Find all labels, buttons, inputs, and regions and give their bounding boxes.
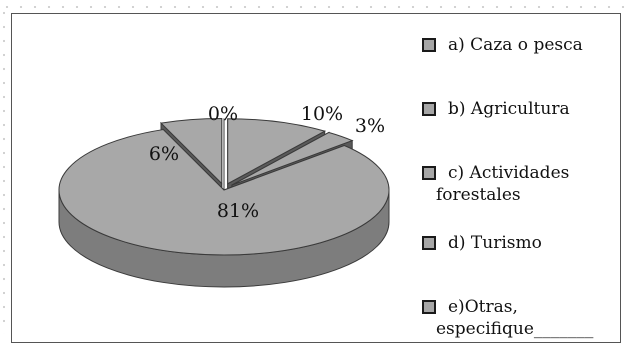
legend-swatch (422, 300, 436, 314)
legend-label: c) Actividades (448, 163, 570, 183)
data-label: 3% (355, 115, 385, 137)
pie-chart: 10% 3% 81% 6% 0% (58, 103, 390, 288)
data-label: 6% (149, 143, 179, 165)
legend-label: a) Caza o pesca (448, 35, 583, 55)
legend-item-agricultura: b) Agricultura (422, 98, 570, 120)
legend-swatch (422, 236, 436, 250)
legend-swatch (422, 166, 436, 180)
legend-item-caza: a) Caza o pesca (422, 34, 583, 56)
pie-slices (58, 118, 390, 288)
legend-swatch (422, 102, 436, 116)
pie-slice-2 (231, 131, 354, 186)
chart-frame: 10% 3% 81% 6% 0% a) Caza o pesca b) Agricult… (0, 6, 633, 343)
legend-label-line2: especifique_______ (436, 319, 594, 339)
dotted-guide-top (0, 6, 633, 8)
legend-item-otras: e)Otras, especifique_______ (422, 296, 632, 340)
dotted-guide-left (3, 6, 5, 334)
legend-label: b) Agricultura (448, 99, 570, 119)
pie-slice-1 (227, 118, 327, 185)
data-label: 81% (217, 200, 259, 222)
legend-item-forestales: c) Actividades forestales (422, 162, 632, 206)
data-label: 10% (301, 103, 343, 125)
legend-swatch (422, 38, 436, 52)
chart-area: 10% 3% 81% 6% 0% a) Caza o pesca b) Agricult… (11, 13, 621, 343)
data-label: 0% (208, 103, 238, 125)
legend-label-line2: forestales (436, 185, 521, 205)
legend-label: d) Turismo (448, 233, 542, 253)
data-labels: 10% 3% 81% 6% 0% (149, 103, 385, 222)
legend-item-turismo: d) Turismo (422, 232, 542, 254)
legend-label: e)Otras, (448, 297, 518, 317)
pie-slice-4 (159, 118, 223, 185)
pie-slice-3 (58, 129, 390, 256)
